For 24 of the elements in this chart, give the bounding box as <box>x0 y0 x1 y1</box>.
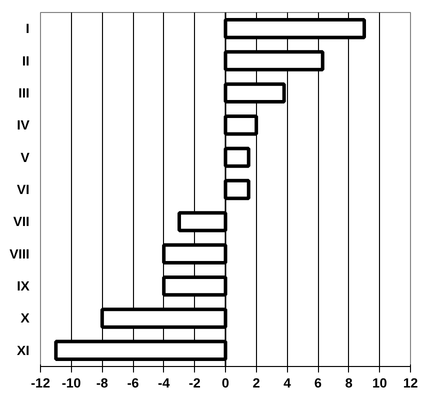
x-tick-label: -2 <box>188 376 201 390</box>
y-tick-label: VII <box>13 214 30 230</box>
x-tick-label: -6 <box>127 376 139 390</box>
x-tick-label: -10 <box>62 376 81 390</box>
x-tick-label: 6 <box>314 376 322 390</box>
x-tick-label: 10 <box>372 376 388 390</box>
y-tick-label: IV <box>16 118 30 133</box>
x-tick-label: 4 <box>283 376 292 390</box>
y-tick-label: II <box>22 53 30 68</box>
y-tick-label: IX <box>16 278 30 294</box>
x-tick-label: 12 <box>403 376 418 390</box>
x-tick-label: 8 <box>345 376 353 390</box>
x-tick-label: -4 <box>158 376 170 390</box>
x-tick-label: 2 <box>252 376 260 390</box>
y-tick-label: VIII <box>10 246 30 262</box>
x-tick-label: -8 <box>96 376 108 390</box>
x-tick-label: 0 <box>222 376 230 390</box>
y-tick-label: III <box>18 85 30 100</box>
y-tick-label: V <box>20 150 30 165</box>
y-tick-label: VI <box>16 182 30 197</box>
y-tick-label: X <box>20 310 30 326</box>
y-tick-label: I <box>26 21 30 36</box>
x-tick-label: -12 <box>30 376 50 390</box>
y-tick-label: XI <box>16 342 30 358</box>
